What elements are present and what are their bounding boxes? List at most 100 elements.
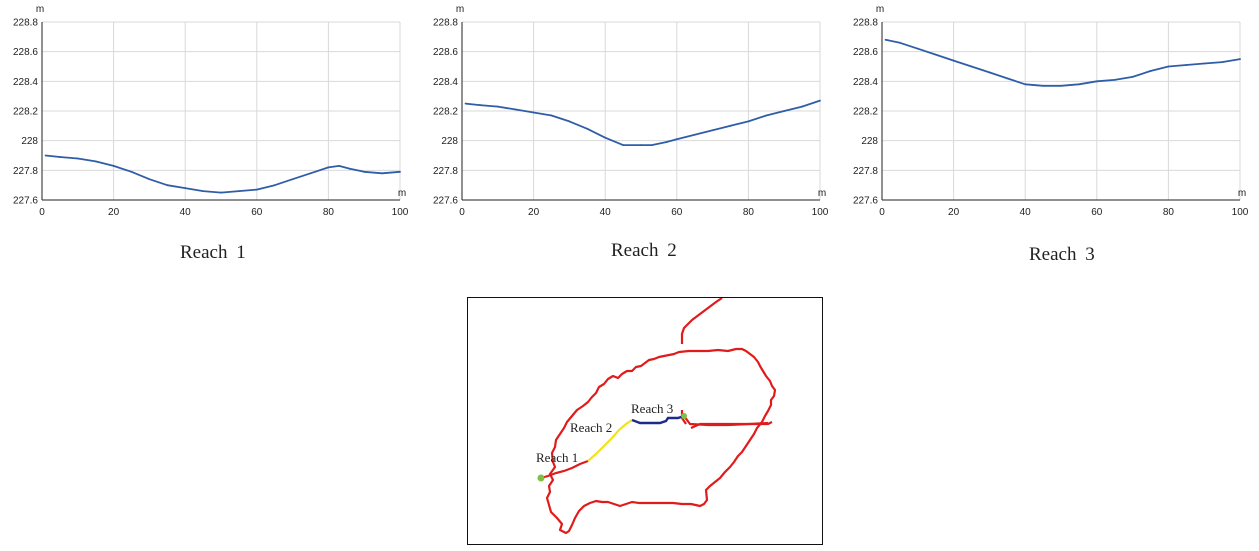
elevation-point: [988, 71, 991, 74]
elevation-profile-line: [465, 99, 821, 147]
elevation-point: [184, 187, 187, 190]
x-tick-label: 40: [1020, 207, 1032, 218]
chart-title-reach-2: Reach 2: [611, 240, 677, 261]
elevation-point: [291, 178, 294, 181]
elevation-point: [1024, 83, 1027, 86]
elevation-point: [166, 184, 169, 187]
y-tick-label: 228: [441, 136, 458, 147]
y-tick-label: 228: [21, 136, 38, 147]
elevation-point: [693, 133, 696, 136]
elevation-point: [1042, 84, 1044, 87]
x-tick-label: 60: [251, 207, 263, 218]
elevation-point: [1078, 83, 1080, 86]
y-tick-label: 228.4: [13, 77, 38, 88]
chart-title-reach-3: Reach 3: [1029, 244, 1095, 265]
profile-chart-reach-3: 0 20 40 60 80 100 227.6 227.8 228 228.2 228.4 228.6…: [840, 0, 1259, 270]
reach-1-line: [540, 459, 589, 480]
elevation-point: [916, 47, 919, 50]
elevation-point: [568, 120, 571, 123]
x-tick-label: 60: [671, 207, 683, 218]
x-tick-label: 100: [812, 207, 829, 218]
y-tick-label: 228.6: [13, 47, 38, 58]
x-tick-label: 20: [528, 207, 540, 218]
elevation-point: [934, 53, 937, 56]
elevation-point: [1203, 62, 1206, 65]
elevation-point: [44, 154, 47, 157]
chart-svg-reach-3: 0 20 40 60 80 100 227.6 227.8 228 228.2 228.4 228.6…: [853, 4, 1249, 218]
map-label-reach-2: Reach 2: [570, 420, 612, 435]
x-tick-label: 0: [879, 207, 885, 218]
elevation-point: [783, 110, 786, 112]
x-axis-unit: m: [818, 188, 826, 199]
elevation-point: [464, 102, 467, 105]
y-tick-label: 228.8: [433, 18, 458, 29]
elevation-point: [675, 138, 678, 141]
chart-title-reach-1: Reach 1: [180, 242, 246, 263]
profile-chart-reach-2: 0 20 40 60 80 100 227.6 227.8 228 228.2 228.4 228.6…: [420, 0, 840, 270]
elevation-point: [604, 136, 607, 139]
elevation-point: [220, 191, 222, 194]
elevation-point: [970, 65, 973, 68]
y-tick-label: 228.8: [13, 18, 38, 29]
chart-svg-reach-2: 0 20 40 60 80 100 227.6 227.8 228 228.2 228.4 228.6…: [433, 4, 829, 218]
x-tick-label: 100: [392, 207, 409, 218]
elevation-point: [1185, 64, 1188, 66]
elevation-point: [1167, 65, 1170, 68]
elevation-point: [640, 144, 642, 147]
elevation-point: [381, 172, 383, 175]
x-tick-label: 20: [108, 207, 120, 218]
x-tick-label: 80: [1163, 207, 1175, 218]
elevation-point: [1113, 78, 1116, 81]
y-tick-label: 228.2: [853, 107, 878, 118]
x-tick-label: 80: [323, 207, 335, 218]
y-tick-label: 228.2: [433, 107, 458, 118]
reach-3-line: [631, 414, 685, 425]
y-axis-unit: m: [876, 4, 884, 15]
x-axis-unit: m: [398, 188, 406, 199]
elevation-point: [819, 99, 821, 102]
reach-2-line: [587, 419, 633, 462]
elevation-point: [1006, 77, 1009, 80]
reach-end-point: [681, 413, 687, 419]
y-tick-label: 227.6: [853, 196, 878, 207]
x-tick-label: 40: [600, 207, 612, 218]
elevation-point: [899, 41, 901, 44]
x-tick-label: 80: [743, 207, 755, 218]
elevation-point: [148, 178, 151, 181]
elevation-point: [665, 141, 667, 144]
elevation-point: [1221, 61, 1223, 63]
elevation-point: [59, 156, 61, 158]
elevation-point: [514, 108, 517, 111]
y-tick-label: 228.2: [13, 107, 38, 118]
elevation-point: [363, 170, 366, 173]
elevation-point: [765, 114, 768, 117]
x-axis-unit: m: [1238, 188, 1246, 199]
elevation-point: [729, 124, 732, 127]
y-axis-unit: m: [456, 4, 464, 15]
elevation-point: [1239, 58, 1241, 60]
elevation-point: [1149, 70, 1152, 72]
reach-map-panel: Reach 1 Reach 2 Reach 3: [467, 297, 823, 545]
chart-svg-reach-1: 0 20 40 60 80 100 227.6 227.8 228 228.2 228.4 228.6…: [13, 4, 409, 218]
elevation-point: [238, 190, 240, 193]
elevation-point: [496, 105, 499, 108]
y-tick-label: 228.4: [853, 77, 878, 88]
y-tick-label: 227.8: [853, 166, 878, 177]
elevation-point: [348, 167, 351, 170]
elevation-point: [550, 114, 553, 117]
elevation-point: [112, 164, 115, 167]
elevation-point: [952, 59, 955, 62]
elevation-point: [309, 172, 312, 175]
elevation-point: [338, 164, 341, 167]
elevation-point: [327, 166, 330, 169]
y-axis-unit: m: [36, 4, 44, 15]
elevation-point: [94, 160, 97, 163]
elevation-point: [586, 127, 589, 130]
elevation-point: [711, 129, 714, 132]
map-label-reach-1: Reach 1: [536, 450, 578, 465]
y-tick-label: 227.6: [13, 196, 38, 207]
y-tick-label: 227.8: [13, 166, 38, 177]
elevation-point: [532, 111, 535, 114]
elevation-point: [650, 144, 653, 147]
elevation-point: [747, 120, 750, 123]
